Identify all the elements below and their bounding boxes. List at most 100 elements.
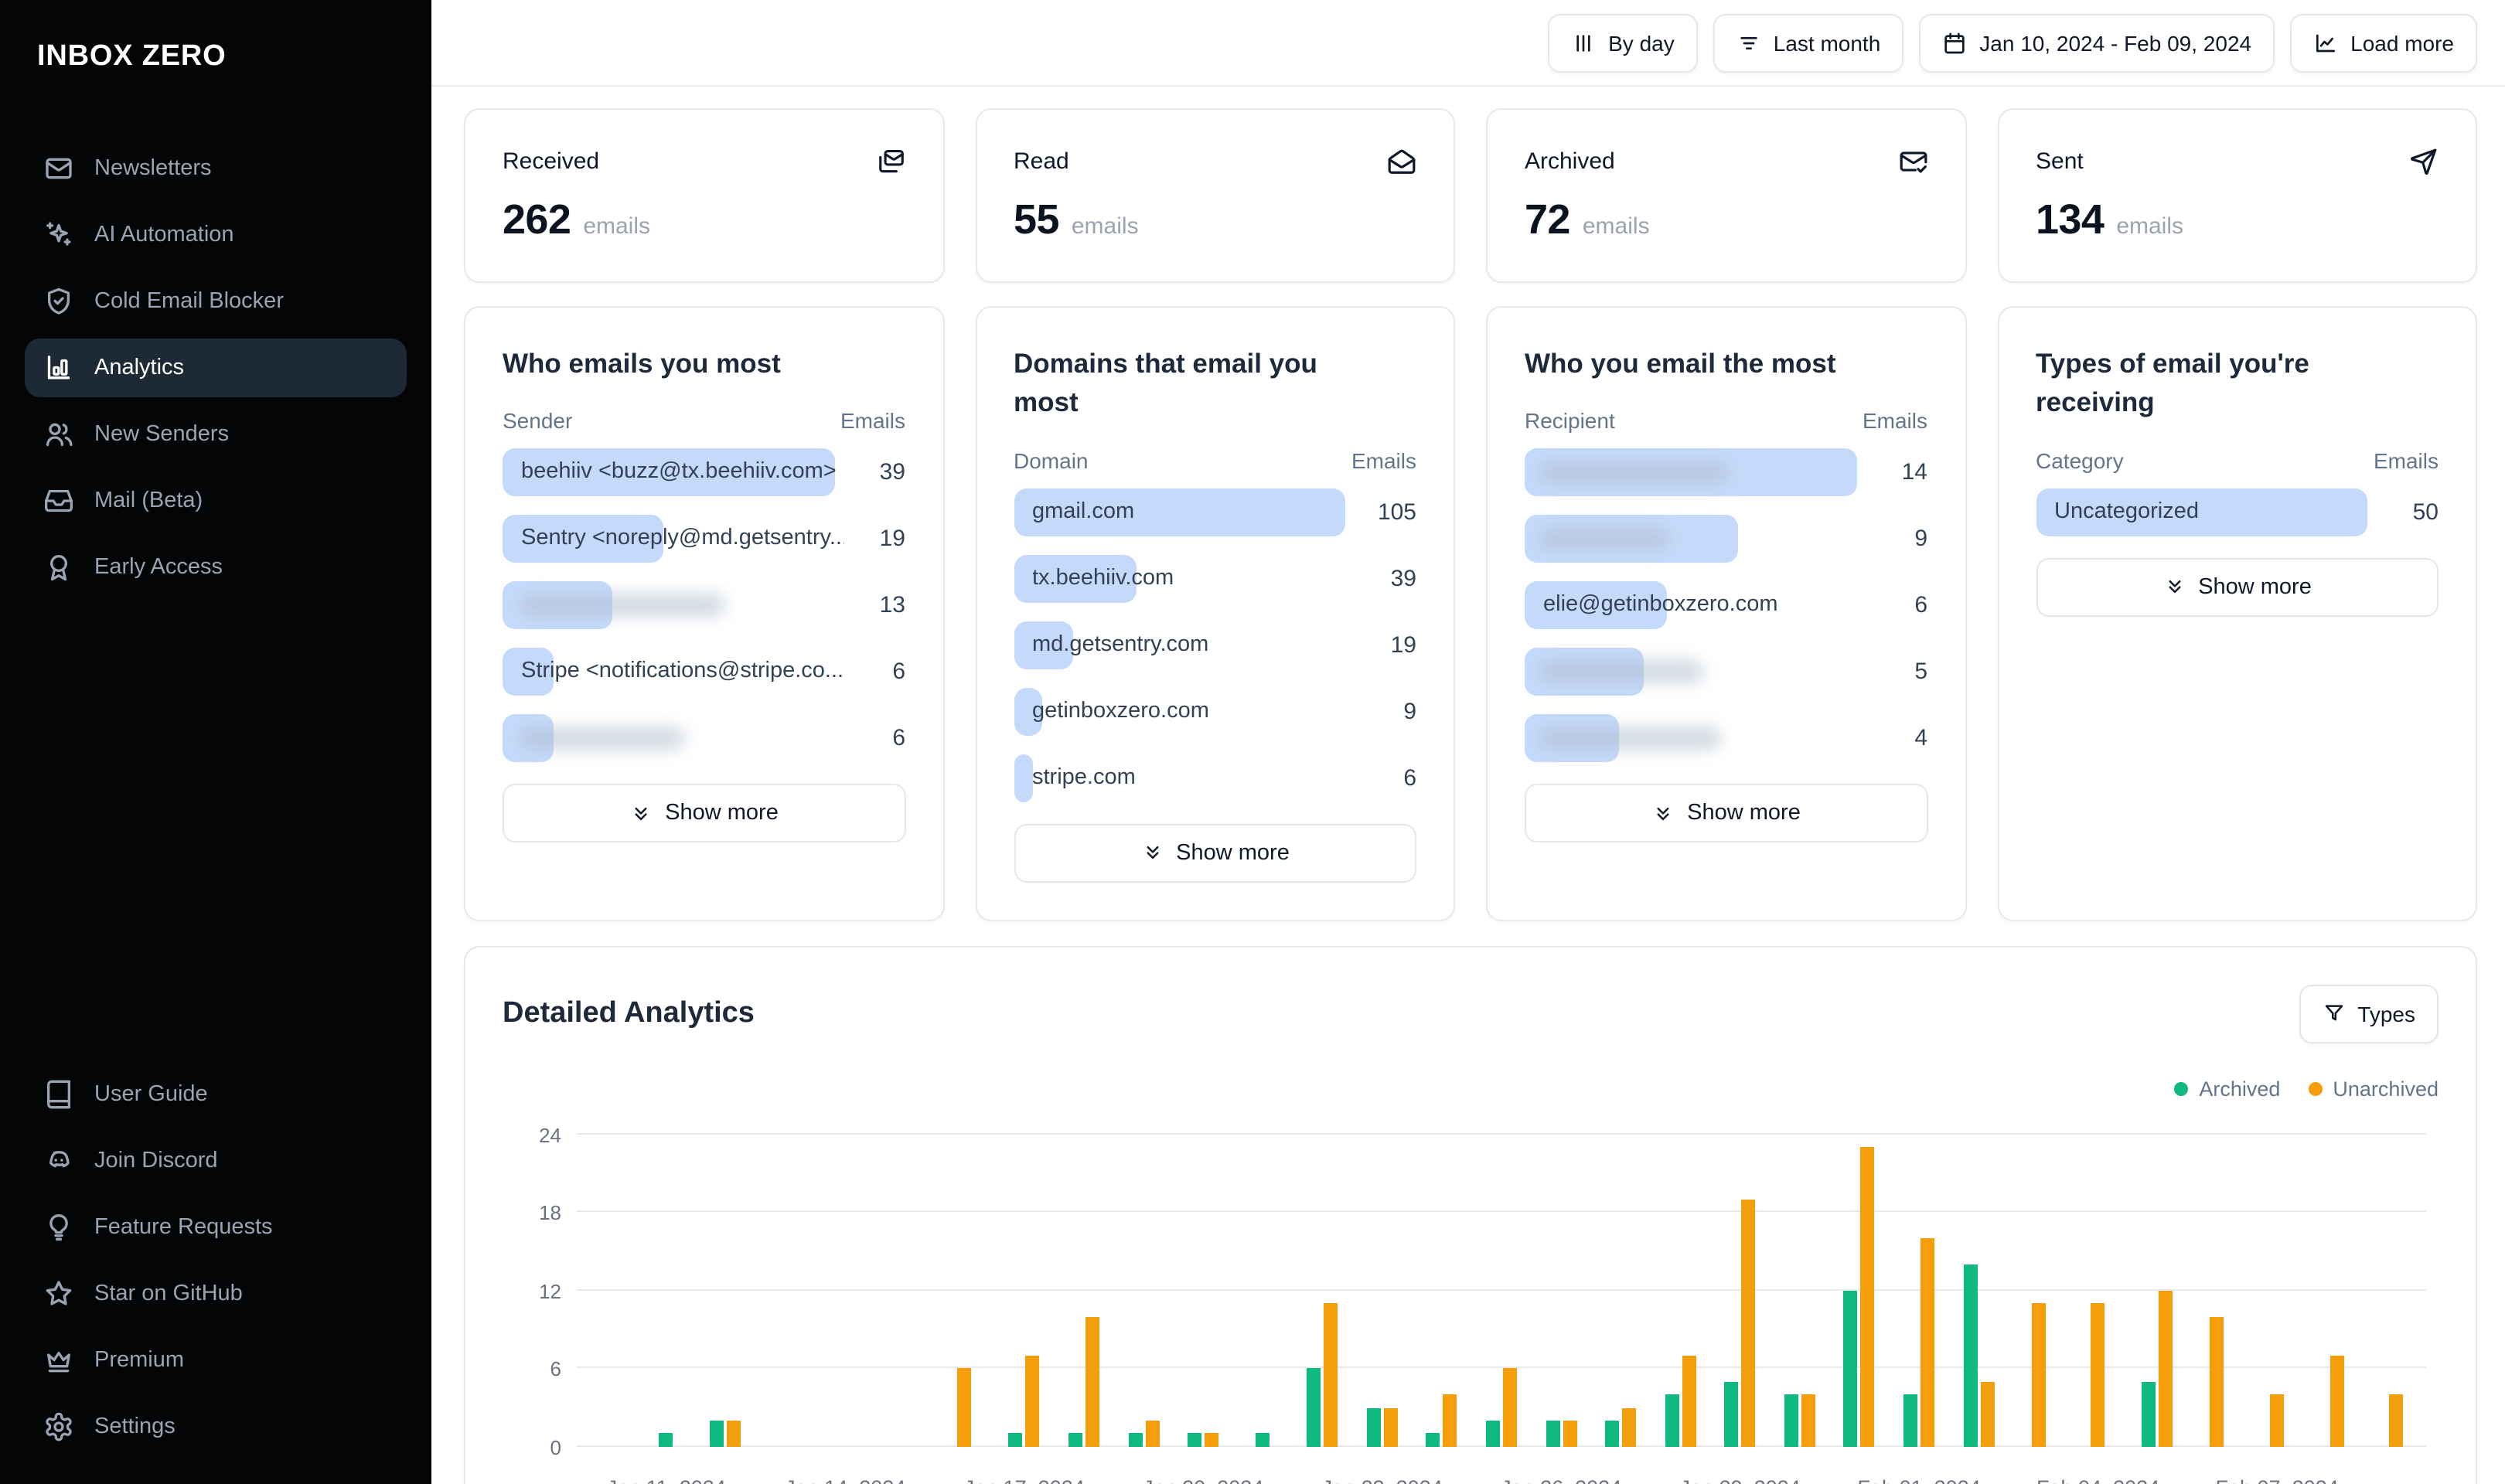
- stat-label: Received: [503, 148, 600, 175]
- archived-bar: [1784, 1394, 1798, 1447]
- sidebar-item-ai-automation[interactable]: AI Automation: [25, 206, 407, 264]
- sidebar-footer-item-star-on-github[interactable]: Star on GitHub: [25, 1264, 407, 1323]
- gridline-y-18: [577, 1210, 2426, 1213]
- filter-lines-icon: [1736, 30, 1761, 55]
- bar-group-feb-09-2024: [2367, 1122, 2426, 1447]
- columns-icon: [1571, 30, 1596, 55]
- row-value: 6: [1914, 592, 1927, 619]
- x-axis-tick-label: Feb 07, 2024: [2216, 1476, 2339, 1484]
- archived-bar: [1366, 1407, 1381, 1447]
- table-row: beehiiv <buzz@tx.beehiiv.com> 39: [503, 448, 905, 497]
- sidebar-item-early-access[interactable]: Early Access: [25, 538, 407, 597]
- sidebar-item-new-senders[interactable]: New Senders: [25, 405, 407, 464]
- bar-group-jan-11-2024: [636, 1122, 696, 1447]
- row-value-bar: [1014, 621, 1074, 669]
- sidebar-footer-item-settings[interactable]: Settings: [25, 1397, 407, 1456]
- archived-bar: [1843, 1290, 1858, 1447]
- bar-group-jan-17-2024: [994, 1122, 1054, 1447]
- row-bar-area: gmail.com: [1014, 488, 1345, 536]
- chart-load-icon: [2313, 30, 2338, 55]
- chart-legend: Archived Unarchived: [503, 1077, 2439, 1101]
- mail-icon: [43, 153, 74, 184]
- show-more-button[interactable]: Show more: [1014, 823, 1416, 883]
- redacted-text-blur: [519, 594, 725, 618]
- sidebar-spacer: [25, 597, 407, 1065]
- chevrons-down-icon: [1140, 842, 1164, 865]
- nav-item-label: Early Access: [94, 555, 223, 580]
- bar-group-jan-31-2024: [1829, 1122, 1889, 1447]
- sidebar-item-cold-email-blocker[interactable]: Cold Email Blocker: [25, 272, 407, 331]
- unarchived-bar: [2270, 1394, 2285, 1447]
- sidebar-footer-item-join-discord[interactable]: Join Discord: [25, 1132, 407, 1190]
- y-axis-tick-label: 6: [550, 1357, 561, 1381]
- x-axis-tick-label: Jan 20, 2024: [1143, 1476, 1263, 1484]
- inbox-icon: [43, 485, 74, 516]
- sidebar-footer-item-feature-requests[interactable]: Feature Requests: [25, 1198, 407, 1257]
- chevrons-down-icon: [1651, 802, 1675, 825]
- show-more-label: Show more: [1176, 840, 1290, 866]
- mail-check-icon: [1898, 147, 1927, 176]
- row-value-bar: [2036, 488, 2367, 536]
- table-row: elie@getinboxzero.com 6: [1525, 581, 1927, 630]
- bar-group-feb-07-2024: [2248, 1122, 2307, 1447]
- sidebar-item-newsletters[interactable]: Newsletters: [25, 139, 407, 198]
- archived-bar: [1903, 1394, 1918, 1447]
- sparkles-icon: [43, 220, 74, 250]
- row-value-bar: [503, 648, 554, 696]
- row-value: 6: [892, 659, 905, 686]
- show-more-button[interactable]: Show more: [2036, 557, 2439, 617]
- award-icon: [43, 552, 74, 583]
- nav-item-label: Cold Email Blocker: [94, 289, 284, 314]
- book-icon: [43, 1079, 74, 1110]
- panel-column-headers: Sender Emails: [503, 409, 905, 434]
- row-bar-area: md.getsentry.com: [1014, 621, 1345, 669]
- show-more-label: Show more: [1687, 801, 1801, 826]
- unarchived-bar: [2210, 1316, 2224, 1447]
- legend-item-unarchived: Unarchived: [2308, 1077, 2439, 1101]
- lightbulb-icon: [43, 1212, 74, 1243]
- row-bar-area: [1525, 648, 1856, 696]
- types-filter-button[interactable]: Types: [2299, 984, 2439, 1043]
- stat-card-read: Read 55 emails: [975, 108, 1455, 283]
- bar-chart: 0 6 12 18 24 Jan 11, 2024 Jan 14, 2024 Jan 17, …: [503, 1119, 2439, 1484]
- button-label: By day: [1608, 30, 1675, 55]
- nav-item-label: Premium: [94, 1348, 185, 1373]
- y-axis-tick-label: 24: [539, 1123, 561, 1147]
- detailed-analytics-card: Detailed Analytics Types Archived Unarchi…: [464, 945, 2477, 1484]
- row-label: stripe.com: [1032, 764, 1136, 790]
- last-month-button[interactable]: Last month: [1713, 13, 1904, 72]
- sidebar-item-mail-beta[interactable]: Mail (Beta): [25, 471, 407, 530]
- show-more-button[interactable]: Show more: [1525, 784, 1927, 843]
- load-more-button[interactable]: Load more: [2290, 13, 2477, 72]
- stat-card-archived: Archived 72 emails: [1486, 108, 1966, 283]
- row-value-bar: [1014, 687, 1042, 736]
- by-day-button[interactable]: By day: [1548, 13, 1698, 72]
- row-bar-area: stripe.com: [1014, 754, 1345, 802]
- y-axis-tick-label: 18: [539, 1201, 561, 1225]
- row-label: beehiiv <buzz@tx.beehiiv.com>: [521, 459, 837, 485]
- row-bar-area: [503, 714, 834, 763]
- row-value: 5: [1914, 659, 1927, 686]
- send-icon: [2409, 147, 2439, 176]
- sidebar-item-analytics[interactable]: Analytics: [25, 339, 407, 397]
- settings-icon: [43, 1411, 74, 1442]
- stat-label: Read: [1014, 148, 1069, 175]
- nav-item-label: Analytics: [94, 356, 185, 380]
- x-axis-tick-label: Jan 14, 2024: [785, 1476, 905, 1484]
- bar-group-feb-04-2024: [2068, 1122, 2128, 1447]
- jan-10-2024-feb-09-2024-button[interactable]: Jan 10, 2024 - Feb 09, 2024: [1919, 13, 2275, 72]
- show-more-button[interactable]: Show more: [503, 784, 905, 843]
- table-row: getinboxzero.com 9: [1014, 687, 1416, 736]
- show-more-label: Show more: [2198, 574, 2312, 600]
- table-row: 9: [1525, 515, 1927, 563]
- sidebar-footer-item-premium[interactable]: Premium: [25, 1331, 407, 1390]
- unarchived-bar: [1682, 1355, 1696, 1447]
- sidebar-footer-item-user-guide[interactable]: User Guide: [25, 1065, 407, 1124]
- archived-bar: [1724, 1381, 1739, 1447]
- nav-item-label: New Senders: [94, 422, 230, 447]
- unarchived-bar: [2091, 1303, 2105, 1447]
- panel-col-left: Sender: [503, 408, 573, 434]
- panel-col-right: Emails: [2373, 448, 2439, 473]
- table-row: Sentry <noreply@md.getsentry.... 19: [503, 515, 905, 563]
